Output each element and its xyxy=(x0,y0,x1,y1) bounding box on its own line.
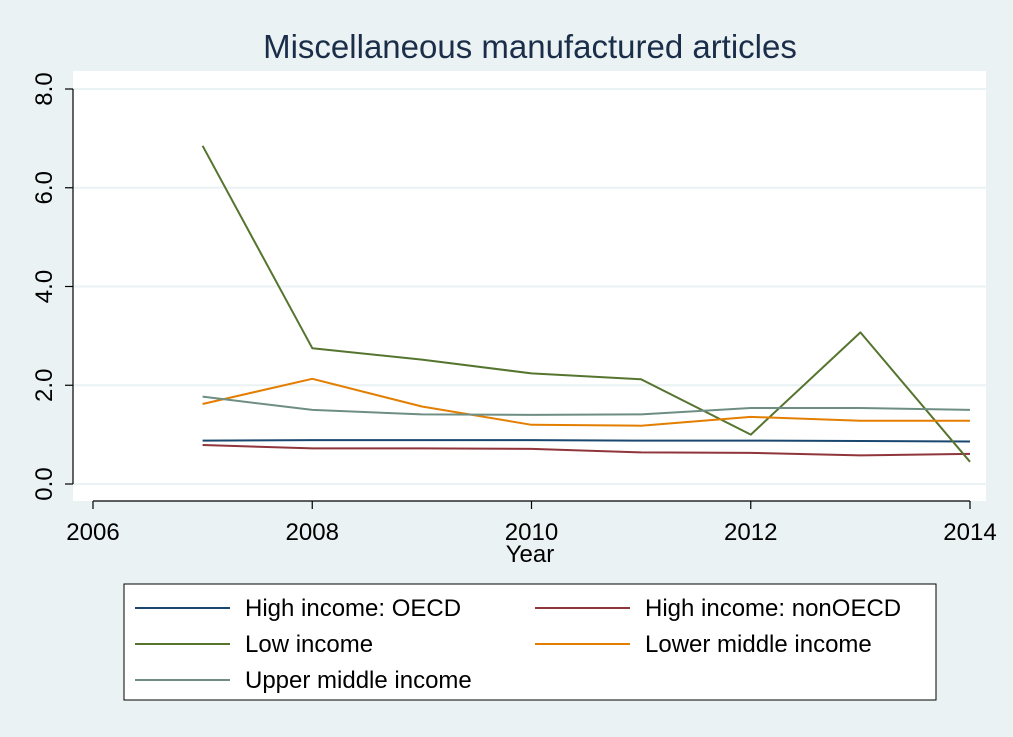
legend-label: High income: OECD xyxy=(245,595,461,622)
legend-label: Upper middle income xyxy=(245,667,472,694)
series-line-low-income xyxy=(201,145,971,463)
legend-label: High income: nonOECD xyxy=(645,595,901,622)
x-tick-label: 2008 xyxy=(286,519,339,546)
series-line-lower-middle-income xyxy=(202,377,970,427)
legend-label: Lower middle income xyxy=(645,631,872,658)
series-lines xyxy=(201,145,971,463)
chart-title: Miscellaneous manufactured articles xyxy=(263,28,797,65)
series-line-upper-middle-income xyxy=(202,395,971,416)
y-tick-label: 4.0 xyxy=(31,270,58,303)
x-axis-label: Year xyxy=(506,541,555,568)
legend-label: Low income xyxy=(245,631,373,658)
y-tick-label: 8.0 xyxy=(31,72,58,105)
x-tick-label: 2012 xyxy=(724,519,777,546)
legend xyxy=(123,583,937,701)
x-tick-label: 2010 xyxy=(505,519,558,546)
legend-items: High income: OECD High income: nonOECD Low… xyxy=(135,595,901,694)
axes: 0.0 2.0 4.0 6.0 8.0 2006 2008 2010 2012 2014 xyxy=(31,72,997,546)
x-tick-label: 2014 xyxy=(943,519,996,546)
x-tick-label: 2006 xyxy=(66,519,119,546)
y-tick-label: 6.0 xyxy=(31,171,58,204)
y-tick-label: 0.0 xyxy=(31,467,58,500)
y-tick-label: 2.0 xyxy=(31,369,58,402)
series-line-high-income-nonoecd xyxy=(202,444,971,457)
series-line-high-income-oecd xyxy=(202,439,971,443)
